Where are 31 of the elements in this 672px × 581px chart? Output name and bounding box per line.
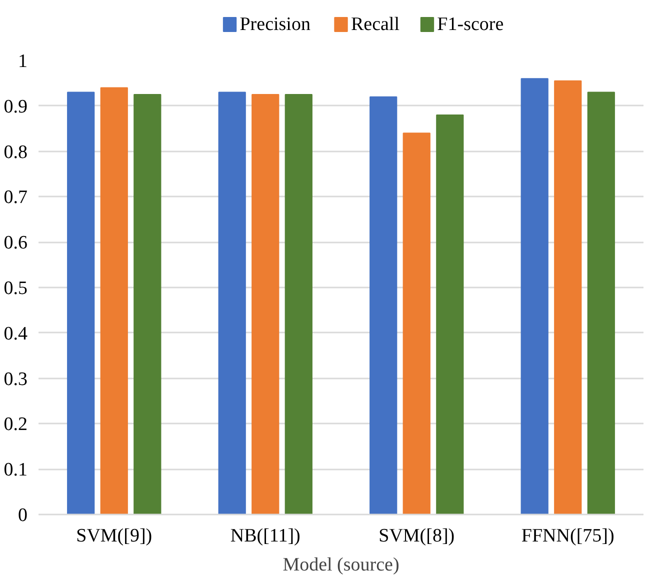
bar xyxy=(67,92,95,514)
y-tick-label: 0.3 xyxy=(4,368,28,390)
x-axis-title: Model (source) xyxy=(282,554,400,576)
x-tick-label: SVM([9]) xyxy=(76,526,152,546)
x-tick-label: FFNN([75]) xyxy=(521,526,614,546)
bar xyxy=(218,92,246,514)
bar xyxy=(402,132,430,514)
y-tick-label: 0 xyxy=(18,505,28,526)
y-tick-label: 0.2 xyxy=(4,414,28,436)
legend-label: Recall xyxy=(350,14,400,35)
bar xyxy=(587,92,615,514)
bar xyxy=(554,80,582,514)
bar xyxy=(520,78,548,514)
y-tick-label: 1 xyxy=(18,51,28,72)
y-tick-label: 0.9 xyxy=(4,96,28,118)
bar xyxy=(284,94,312,514)
bar xyxy=(100,87,128,514)
bar xyxy=(436,114,464,514)
legend-label: F1-score xyxy=(437,14,504,35)
y-tick-label: 0.8 xyxy=(4,142,28,163)
bar xyxy=(134,94,162,514)
bar xyxy=(252,94,280,514)
y-tick-label: 0.7 xyxy=(4,187,28,208)
bar xyxy=(370,96,398,514)
x-tick-label: NB([11]) xyxy=(230,526,300,546)
x-tick-label: SVM([8]) xyxy=(378,526,455,546)
y-tick-label: 0.4 xyxy=(4,323,28,344)
y-tick-label: 0.6 xyxy=(4,232,28,254)
legend-label: Precision xyxy=(240,14,311,35)
y-tick-label: 0.1 xyxy=(4,460,28,481)
y-tick-label: 0.5 xyxy=(4,278,28,299)
